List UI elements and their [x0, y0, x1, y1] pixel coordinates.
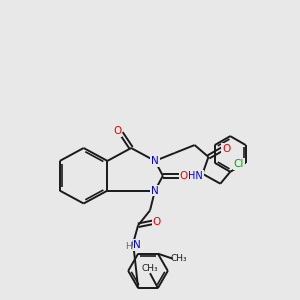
Text: CH₃: CH₃: [142, 264, 158, 273]
Text: N: N: [151, 186, 159, 196]
Text: Cl: Cl: [234, 159, 244, 169]
Text: HN: HN: [188, 171, 203, 181]
Text: O: O: [222, 144, 230, 154]
Text: O: O: [180, 171, 188, 181]
Text: CH₃: CH₃: [170, 254, 187, 263]
Text: O: O: [113, 126, 122, 136]
Text: N: N: [133, 240, 141, 250]
Text: N: N: [151, 156, 159, 166]
Text: H: H: [125, 242, 132, 250]
Text: O: O: [153, 217, 161, 227]
